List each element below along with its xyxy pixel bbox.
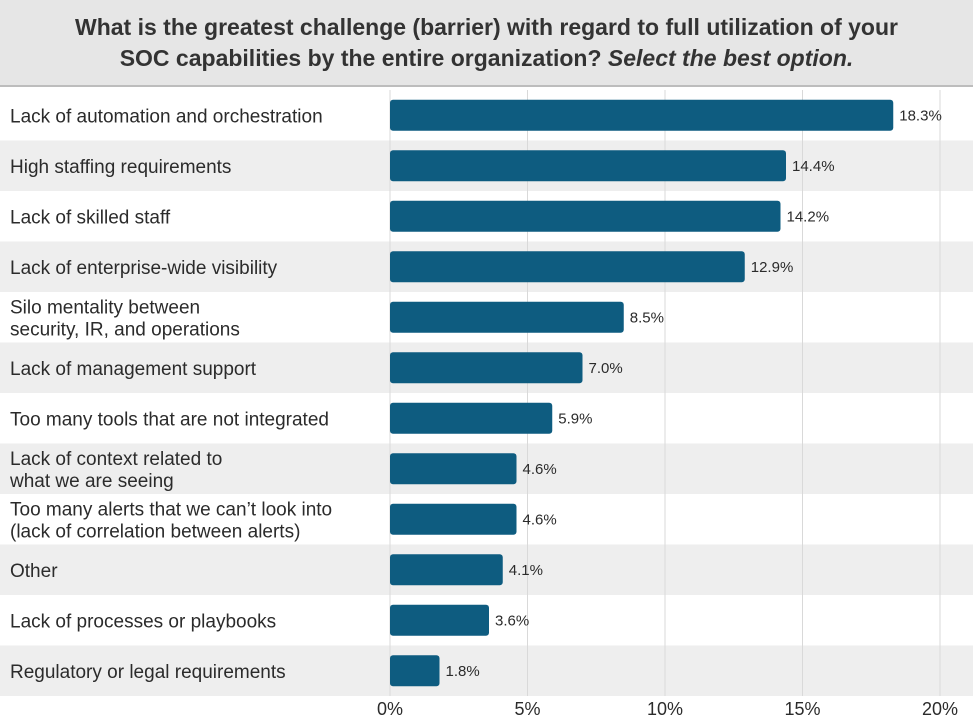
- category-label-line: Too many alerts that we can’t look into: [10, 499, 332, 520]
- category-label-line: Silo mentality between: [10, 297, 200, 318]
- chart-title-main: SOC capabilities by the entire organizat…: [119, 44, 602, 71]
- chart-title-instruction: Select the best option.: [607, 44, 854, 71]
- row-stripe: [0, 645, 973, 696]
- category-label-line: Lack of enterprise-wide visibility: [10, 258, 278, 279]
- category-label-line: (lack of correlation between alerts): [10, 521, 300, 542]
- category-label: Lack of automation and orchestration: [10, 106, 323, 127]
- x-tick-label: 20%: [922, 699, 958, 719]
- category-label: Regulatory or legal requirements: [10, 662, 286, 683]
- category-label-line: Too many tools that are not integrated: [10, 409, 329, 430]
- value-label: 4.6%: [523, 461, 557, 478]
- value-label: 18.3%: [899, 107, 942, 124]
- category-label-line: Lack of automation and orchestration: [10, 106, 323, 127]
- x-tick-label: 0%: [377, 699, 403, 719]
- value-label: 4.6%: [523, 511, 557, 528]
- category-label: Too many alerts that we can’t look into(…: [10, 499, 332, 542]
- category-label: Other: [10, 561, 58, 582]
- category-label-line: security, IR, and operations: [10, 319, 240, 340]
- bar: [390, 251, 745, 283]
- category-label-line: Other: [10, 561, 58, 582]
- category-label: Lack of processes or playbooks: [10, 611, 276, 632]
- value-label: 5.9%: [558, 410, 592, 427]
- x-tick-label: 15%: [784, 699, 820, 719]
- category-label: Lack of management support: [10, 359, 257, 380]
- bar: [390, 604, 489, 636]
- category-label: Too many tools that are not integrated: [10, 409, 329, 430]
- bar: [390, 554, 503, 586]
- value-label: 14.4%: [792, 158, 835, 175]
- value-label: 12.9%: [751, 259, 794, 276]
- bar: [390, 301, 624, 333]
- value-label: 14.2%: [787, 208, 830, 225]
- value-label: 4.1%: [509, 562, 543, 579]
- value-label: 3.6%: [495, 612, 529, 629]
- bar: [390, 402, 553, 434]
- x-tick-label: 5%: [514, 699, 540, 719]
- bar: [390, 503, 517, 535]
- bar: [390, 655, 440, 687]
- chart-title-line-2: SOC capabilities by the entire organizat…: [120, 43, 854, 74]
- bar: [390, 453, 517, 485]
- category-label: High staffing requirements: [10, 157, 231, 178]
- bar: [390, 150, 786, 182]
- category-label-line: Lack of context related to: [10, 449, 222, 470]
- value-label: 8.5%: [630, 309, 664, 326]
- category-label: Lack of context related to what we are se…: [9, 449, 222, 492]
- bar: [390, 200, 781, 232]
- category-label-line: High staffing requirements: [10, 157, 231, 178]
- bar: [390, 352, 583, 384]
- category-label-line: what we are seeing: [9, 471, 174, 492]
- category-label: Lack of skilled staff: [10, 207, 171, 228]
- category-label-line: Lack of management support: [10, 359, 257, 380]
- category-label: Silo mentality between security, IR, and …: [10, 297, 240, 340]
- category-label-line: Lack of skilled staff: [10, 207, 171, 228]
- value-label: 1.8%: [446, 663, 480, 680]
- bar: [390, 99, 894, 131]
- category-label-line: Lack of processes or playbooks: [10, 611, 276, 632]
- chart-title-line-1: What is the greatest challenge (barrier)…: [75, 13, 898, 40]
- category-label-line: Regulatory or legal requirements: [10, 662, 286, 683]
- chart-title-band: What is the greatest challenge (barrier)…: [0, 0, 973, 87]
- x-tick-label: 10%: [647, 699, 683, 719]
- value-label: 7.0%: [589, 360, 623, 377]
- category-label: Lack of enterprise-wide visibility: [10, 258, 278, 279]
